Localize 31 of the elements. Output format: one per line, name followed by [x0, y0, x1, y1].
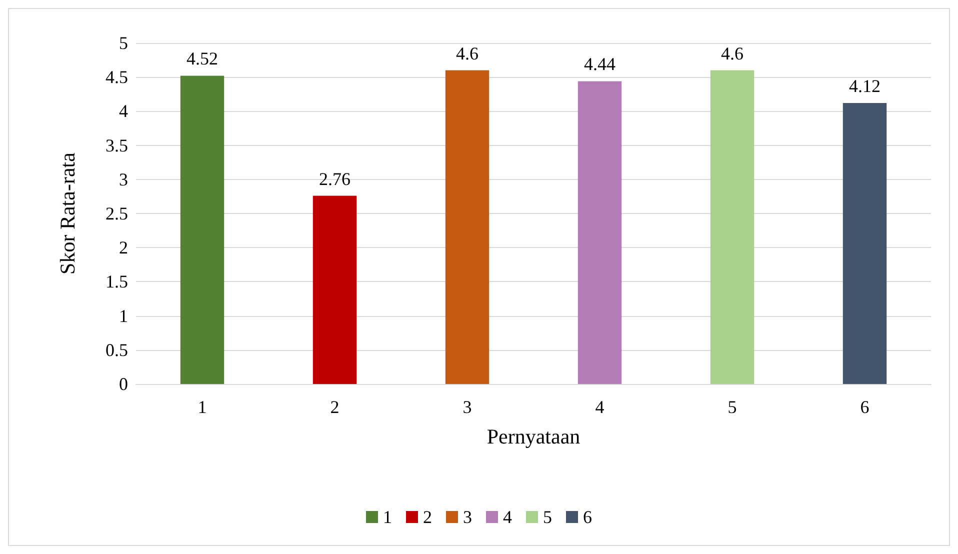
- x-tick-label: 5: [728, 397, 737, 417]
- y-tick-label: 0.5: [106, 340, 128, 360]
- x-tick-label: 6: [860, 397, 870, 417]
- y-tick-label: 2.5: [106, 204, 128, 224]
- legend-label: 4: [503, 507, 512, 527]
- y-tick-label: 3: [119, 169, 128, 190]
- x-tick-label: 1: [198, 397, 207, 417]
- y-tick-label: 1.5: [106, 272, 128, 292]
- legend-label: 6: [583, 507, 592, 527]
- legend-label: 3: [463, 507, 472, 527]
- data-label: 4.6: [456, 43, 478, 64]
- x-axis-title: Pernyataan: [486, 424, 581, 448]
- y-tick-label: 0: [119, 374, 128, 394]
- y-tick-label: 5: [119, 33, 128, 53]
- data-label: 4.12: [849, 76, 880, 96]
- y-tick-label: 1: [119, 306, 128, 326]
- y-axis-title: Skor Rata-rata: [56, 152, 80, 274]
- x-tick-label: 4: [595, 397, 604, 417]
- data-label: 4.52: [186, 48, 218, 69]
- x-tick-label: 2: [330, 397, 340, 417]
- y-tick-label: 3.5: [106, 135, 128, 156]
- x-tick-label: 3: [462, 397, 472, 417]
- y-tick-label: 4: [119, 101, 128, 122]
- legend-label: 1: [383, 507, 392, 527]
- legend-label: 5: [543, 507, 552, 527]
- data-label: 4.44: [584, 54, 616, 74]
- legend-label: 2: [423, 507, 432, 527]
- data-label: 2.76: [319, 168, 350, 189]
- y-tick-label: 4.5: [106, 67, 128, 88]
- data-label: 4.6: [721, 43, 744, 64]
- y-tick-label: 2: [119, 238, 128, 258]
